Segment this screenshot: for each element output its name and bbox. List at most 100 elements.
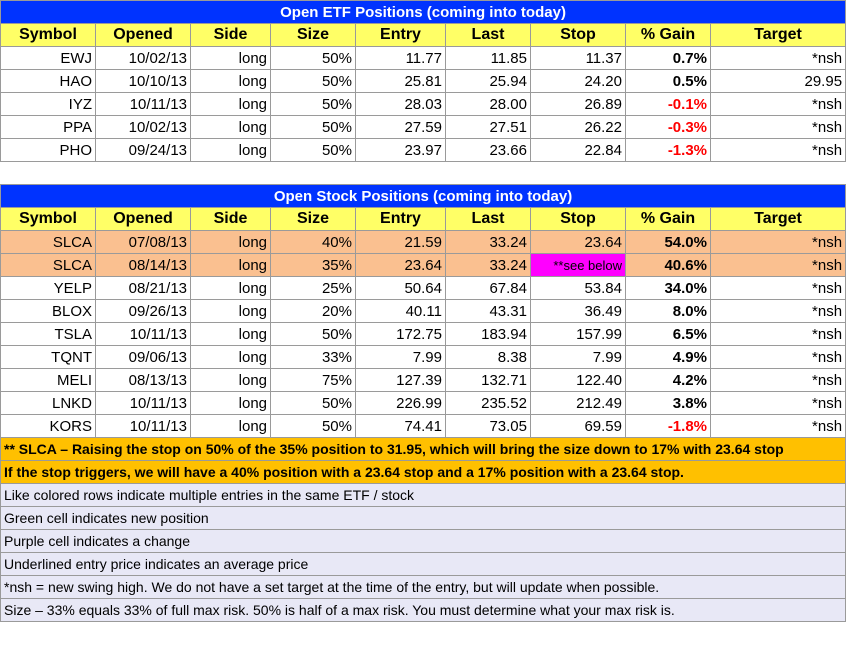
data-cell: 25.81: [355, 69, 446, 93]
data-cell: long: [190, 92, 271, 116]
data-cell: 43.31: [445, 299, 531, 323]
data-cell: 23.64: [530, 230, 626, 254]
data-cell: 10/02/13: [95, 46, 191, 70]
legend-row: *nsh = new swing high. We do not have a …: [0, 575, 847, 599]
legend-row: Green cell indicates new position: [0, 506, 847, 530]
data-cell: 33.24: [445, 253, 531, 277]
data-cell: 22.84: [530, 138, 626, 162]
data-cell: 7.99: [355, 345, 446, 369]
spacer-cell: [270, 161, 356, 185]
data-cell: long: [190, 391, 271, 415]
data-cell: LNKD: [0, 391, 96, 415]
header-cell: Stop: [530, 207, 626, 231]
data-cell: *nsh: [709, 138, 847, 162]
data-cell: 50%: [270, 391, 356, 415]
data-cell: 09/26/13: [95, 299, 191, 323]
data-cell: 11.37: [530, 46, 626, 70]
header-cell: Target: [709, 23, 847, 47]
header-cell: Entry: [355, 207, 446, 231]
header-cell: Target: [709, 207, 847, 231]
data-cell: long: [190, 46, 271, 70]
data-cell: long: [190, 69, 271, 93]
data-cell: 08/13/13: [95, 368, 191, 392]
data-cell: long: [190, 138, 271, 162]
spacer-cell: [625, 161, 711, 185]
data-cell: 25%: [270, 276, 356, 300]
title-cell: Open ETF Positions (coming into today): [0, 0, 847, 24]
table-body: Open ETF Positions (coming into today) Sy…: [0, 0, 847, 622]
section-title: Open ETF Positions (coming into today): [0, 0, 847, 24]
data-cell: 50%: [270, 92, 356, 116]
data-cell: 28.03: [355, 92, 446, 116]
data-cell: *nsh: [709, 46, 847, 70]
data-cell: 21.59: [355, 230, 446, 254]
data-cell: PPA: [0, 115, 96, 139]
data-cell: 10/11/13: [95, 92, 191, 116]
data-cell: 7.99: [530, 345, 626, 369]
data-cell: KORS: [0, 414, 96, 438]
data-cell: 8.0%: [625, 299, 711, 323]
data-cell: 127.39: [355, 368, 446, 392]
data-cell: 8.38: [445, 345, 531, 369]
data-cell: TQNT: [0, 345, 96, 369]
data-row: PPA 10/02/13 long 50% 27.59 27.51 26.22 -0.3% *n…: [0, 115, 847, 139]
data-cell: long: [190, 368, 271, 392]
data-cell: 10/11/13: [95, 391, 191, 415]
header-row: Symbol Opened Side Size Entry Last Stop% Gain T…: [0, 207, 847, 231]
data-cell: 235.52: [445, 391, 531, 415]
data-cell: 74.41: [355, 414, 446, 438]
data-cell: 35%: [270, 253, 356, 277]
data-cell: YELP: [0, 276, 96, 300]
legend-cell: Like colored rows indicate multiple entr…: [0, 483, 847, 507]
data-cell: *nsh: [709, 345, 847, 369]
header-cell: Size: [270, 23, 356, 47]
section-title: Open Stock Positions (coming into today): [0, 184, 847, 208]
spacer-cell: [445, 161, 531, 185]
data-cell: **see below: [530, 253, 626, 277]
data-cell: 25.94: [445, 69, 531, 93]
data-cell: 10/11/13: [95, 414, 191, 438]
data-cell: IYZ: [0, 92, 96, 116]
data-cell: 183.94: [445, 322, 531, 346]
data-cell: -0.1%: [625, 92, 711, 116]
data-cell: 36.49: [530, 299, 626, 323]
data-cell: -0.3%: [625, 115, 711, 139]
data-cell: 11.85: [445, 46, 531, 70]
data-cell: 3.8%: [625, 391, 711, 415]
data-cell: 10/10/13: [95, 69, 191, 93]
data-cell: 4.9%: [625, 345, 711, 369]
header-cell: Size: [270, 207, 356, 231]
legend-cell: *nsh = new swing high. We do not have a …: [0, 575, 847, 599]
header-cell: Stop: [530, 23, 626, 47]
data-cell: 08/21/13: [95, 276, 191, 300]
data-row: SLCA 08/14/13 long 35% 23.64 33.24 **see below…: [0, 253, 847, 277]
legend-row: Size – 33% equals 33% of full max risk. …: [0, 598, 847, 622]
header-cell: Last: [445, 207, 531, 231]
data-cell: 29.95: [709, 69, 847, 93]
data-cell: 73.05: [445, 414, 531, 438]
data-cell: *nsh: [709, 92, 847, 116]
data-cell: 09/06/13: [95, 345, 191, 369]
data-row: MELI 08/13/13 long 75% 127.39 132.71 122.40 4.2…: [0, 368, 847, 392]
data-cell: EWJ: [0, 46, 96, 70]
data-cell: 24.20: [530, 69, 626, 93]
legend-cell: Purple cell indicates a change: [0, 529, 847, 553]
data-cell: 0.5%: [625, 69, 711, 93]
data-row: KORS 10/11/13 long 50% 74.41 73.05 69.59 -1.8% *…: [0, 414, 847, 438]
data-cell: 67.84: [445, 276, 531, 300]
data-row: HAO 10/10/13 long 50% 25.81 25.94 24.20 0.5% 29.…: [0, 69, 847, 93]
data-cell: TSLA: [0, 322, 96, 346]
data-cell: *nsh: [709, 299, 847, 323]
spacer-cell: [0, 161, 96, 185]
data-cell: 10/11/13: [95, 322, 191, 346]
data-cell: long: [190, 345, 271, 369]
data-cell: 50%: [270, 322, 356, 346]
data-cell: 0.7%: [625, 46, 711, 70]
legend-cell: Green cell indicates new position: [0, 506, 847, 530]
legend-cell: Underlined entry price indicates an aver…: [0, 552, 847, 576]
data-cell: SLCA: [0, 230, 96, 254]
data-cell: 50%: [270, 138, 356, 162]
data-cell: 33.24: [445, 230, 531, 254]
data-cell: 07/08/13: [95, 230, 191, 254]
data-cell: long: [190, 322, 271, 346]
